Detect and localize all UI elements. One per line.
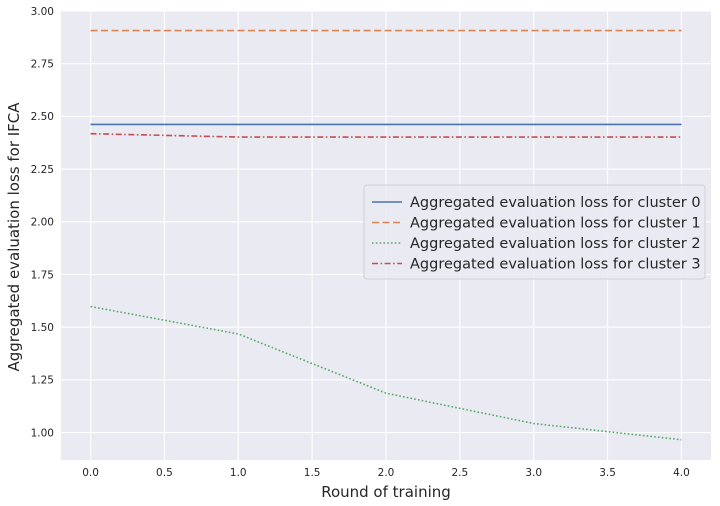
y-tick-label: 2.75: [31, 58, 54, 70]
y-tick-label: 2.50: [31, 111, 54, 123]
x-tick-label: 4.0: [673, 467, 690, 479]
series-line-cluster-3: [90, 132, 682, 138]
series-lines: [90, 29, 682, 441]
y-tick-label: 2.25: [31, 164, 54, 176]
x-tick-label: 3.0: [525, 467, 542, 479]
legend-frame: [363, 184, 706, 280]
x-tick-label: 2.0: [378, 467, 395, 479]
x-tick-label: 1.0: [230, 467, 247, 479]
x-tick-label: 2.5: [452, 467, 469, 479]
legend-label-cluster-3: Aggregated evaluation loss for cluster 3: [410, 257, 701, 273]
legend: Aggregated evaluation loss for cluster 0…: [363, 184, 706, 280]
legend-label-cluster-2: Aggregated evaluation loss for cluster 2: [410, 236, 701, 252]
y-tick-label: 1.75: [31, 269, 54, 281]
x-tick-labels: 0.0 0.5 1.0 1.5 2.0 2.5 3.0 3.5 4.0: [82, 467, 690, 479]
x-tick-label: 3.5: [599, 467, 616, 479]
legend-label-cluster-0: Aggregated evaluation loss for cluster 0: [410, 195, 701, 211]
y-tick-label: 3.00: [31, 6, 54, 18]
x-tick-label: 1.5: [304, 467, 321, 479]
y-axis-label: Aggregated evaluation loss for IFCA: [5, 102, 23, 372]
y-tick-label: 1.00: [31, 427, 54, 439]
y-tick-label: 1.50: [31, 322, 54, 334]
series-line-cluster-2: [90, 305, 682, 441]
y-tick-label: 1.25: [31, 375, 54, 387]
x-tick-label: 0.5: [156, 467, 173, 479]
x-tick-label: 0.0: [82, 467, 99, 479]
x-axis-label: Round of training: [321, 483, 451, 501]
y-tick-labels: 1.00 1.25 1.50 1.75 2.00 2.25 2.50 2.75 3.00: [31, 6, 54, 440]
legend-label-cluster-1: Aggregated evaluation loss for cluster 1: [410, 216, 701, 232]
y-tick-label: 2.00: [31, 217, 54, 229]
